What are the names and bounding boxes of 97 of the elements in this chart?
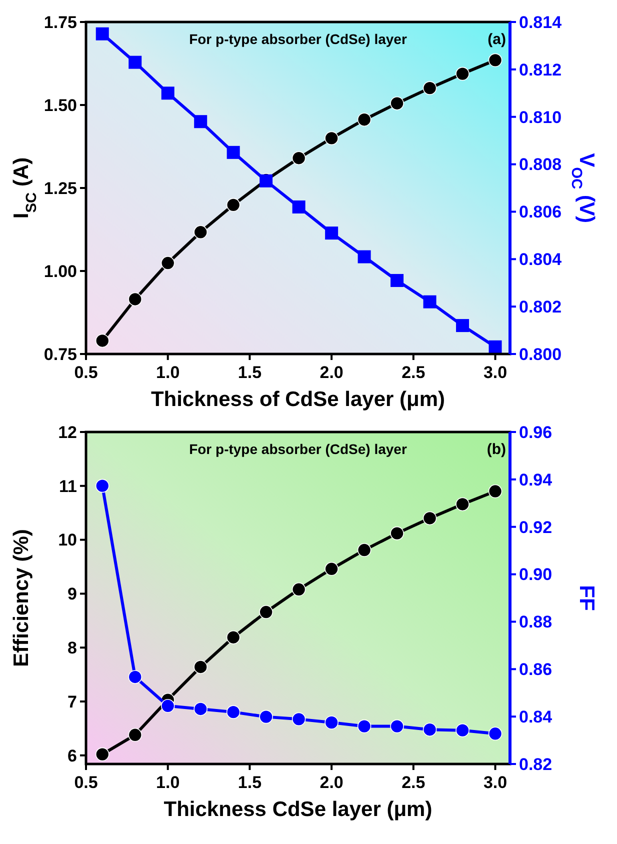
point [456, 319, 470, 332]
y-tick-label: 8 [68, 638, 77, 658]
point [324, 716, 338, 730]
annotation: (b) [486, 441, 506, 458]
y-tick-label: 0.75 [44, 344, 77, 364]
x-axis-title: Thickness CdSe layer (μm) [164, 798, 432, 821]
point [226, 146, 240, 159]
y-tick-label: 11 [59, 476, 77, 496]
point [292, 151, 306, 166]
point [423, 295, 436, 308]
y-tick-label: 1.25 [44, 178, 77, 198]
point [194, 115, 208, 128]
y2-tick-label: 0.802 [519, 298, 562, 317]
point [422, 722, 437, 737]
point [226, 705, 240, 719]
point [357, 543, 372, 557]
y2-tick-label: 0.82 [519, 754, 552, 774]
point [259, 605, 273, 619]
point [390, 274, 404, 287]
point [488, 53, 502, 68]
x-tick-label: 1.5 [238, 363, 262, 382]
y-tick-label: 6 [68, 746, 77, 766]
y2-tick-label: 0.92 [519, 518, 552, 537]
y-tick-label: 1.50 [44, 96, 77, 115]
point [357, 112, 372, 127]
x-tick-label: 0.5 [74, 363, 98, 382]
point [194, 225, 208, 240]
point [292, 200, 306, 214]
y2-tick-label: 0.86 [519, 660, 552, 680]
point [422, 81, 437, 95]
point [422, 511, 437, 526]
y2-tick-label: 0.800 [519, 344, 562, 364]
y2-axis-title: FF [575, 585, 598, 611]
point [456, 66, 470, 81]
point [194, 660, 208, 674]
point [161, 86, 174, 100]
point [488, 726, 502, 741]
annotation: For p-type absorber (CdSe) layer [189, 441, 408, 457]
x-tick-label: 2.5 [402, 773, 426, 792]
x-tick-label: 0.5 [74, 773, 98, 792]
x-tick-label: 1.0 [156, 363, 180, 382]
point [259, 710, 273, 724]
y-tick-label: 1.75 [44, 12, 77, 32]
y-tick-label: 10 [58, 530, 77, 550]
y2-tick-label: 0.810 [519, 108, 562, 127]
point [128, 728, 142, 742]
point [456, 497, 470, 512]
point [128, 292, 142, 306]
x-tick-label: 1.5 [238, 773, 262, 792]
x-tick-label: 3.0 [483, 773, 508, 792]
x-tick-label: 2.0 [320, 363, 344, 382]
point [128, 670, 142, 684]
y2-tick-label: 0.84 [519, 708, 553, 727]
point [226, 630, 240, 644]
point [95, 334, 110, 348]
point [456, 723, 470, 738]
point [488, 340, 502, 354]
x-tick-label: 1.0 [156, 773, 180, 792]
y2-tick-label: 0.96 [519, 422, 552, 442]
y2-tick-label: 0.814 [519, 12, 562, 32]
point [160, 256, 175, 270]
y2-tick-label: 0.806 [519, 202, 562, 222]
point [488, 484, 502, 498]
y-tick-label: 1.00 [44, 262, 77, 281]
point [226, 198, 240, 212]
y-tick-label: 7 [68, 692, 77, 712]
y-axis-title: Efficiency (%) [10, 529, 33, 667]
y2-tick-label: 0.812 [519, 60, 562, 80]
x-tick-label: 3.0 [483, 363, 508, 382]
y2-tick-label: 0.804 [519, 250, 562, 270]
point [358, 250, 371, 264]
point [357, 719, 372, 734]
point [95, 747, 110, 762]
y-tick-label: 9 [68, 584, 77, 604]
x-tick-label: 2.5 [402, 363, 426, 382]
point [194, 702, 208, 716]
x-tick-label: 2.0 [320, 773, 344, 792]
y-tick-label: 12 [58, 422, 77, 442]
annotation: (a) [488, 31, 506, 48]
point [324, 562, 338, 576]
point [95, 478, 110, 493]
point [292, 712, 306, 726]
point [390, 526, 404, 540]
x-axis-title: Thickness of CdSe layer (μm) [150, 388, 446, 411]
point [160, 699, 175, 713]
point [128, 56, 142, 69]
point [96, 27, 109, 40]
point [390, 96, 404, 110]
y2-tick-label: 0.88 [519, 612, 552, 632]
point [390, 719, 404, 734]
y2-tick-label: 0.94 [519, 470, 553, 490]
y2-tick-label: 0.808 [519, 155, 562, 174]
point [292, 582, 306, 596]
point [325, 226, 338, 240]
y2-tick-label: 0.90 [519, 565, 552, 584]
point [324, 131, 338, 146]
annotation: For p-type absorber (CdSe) layer [189, 31, 408, 47]
